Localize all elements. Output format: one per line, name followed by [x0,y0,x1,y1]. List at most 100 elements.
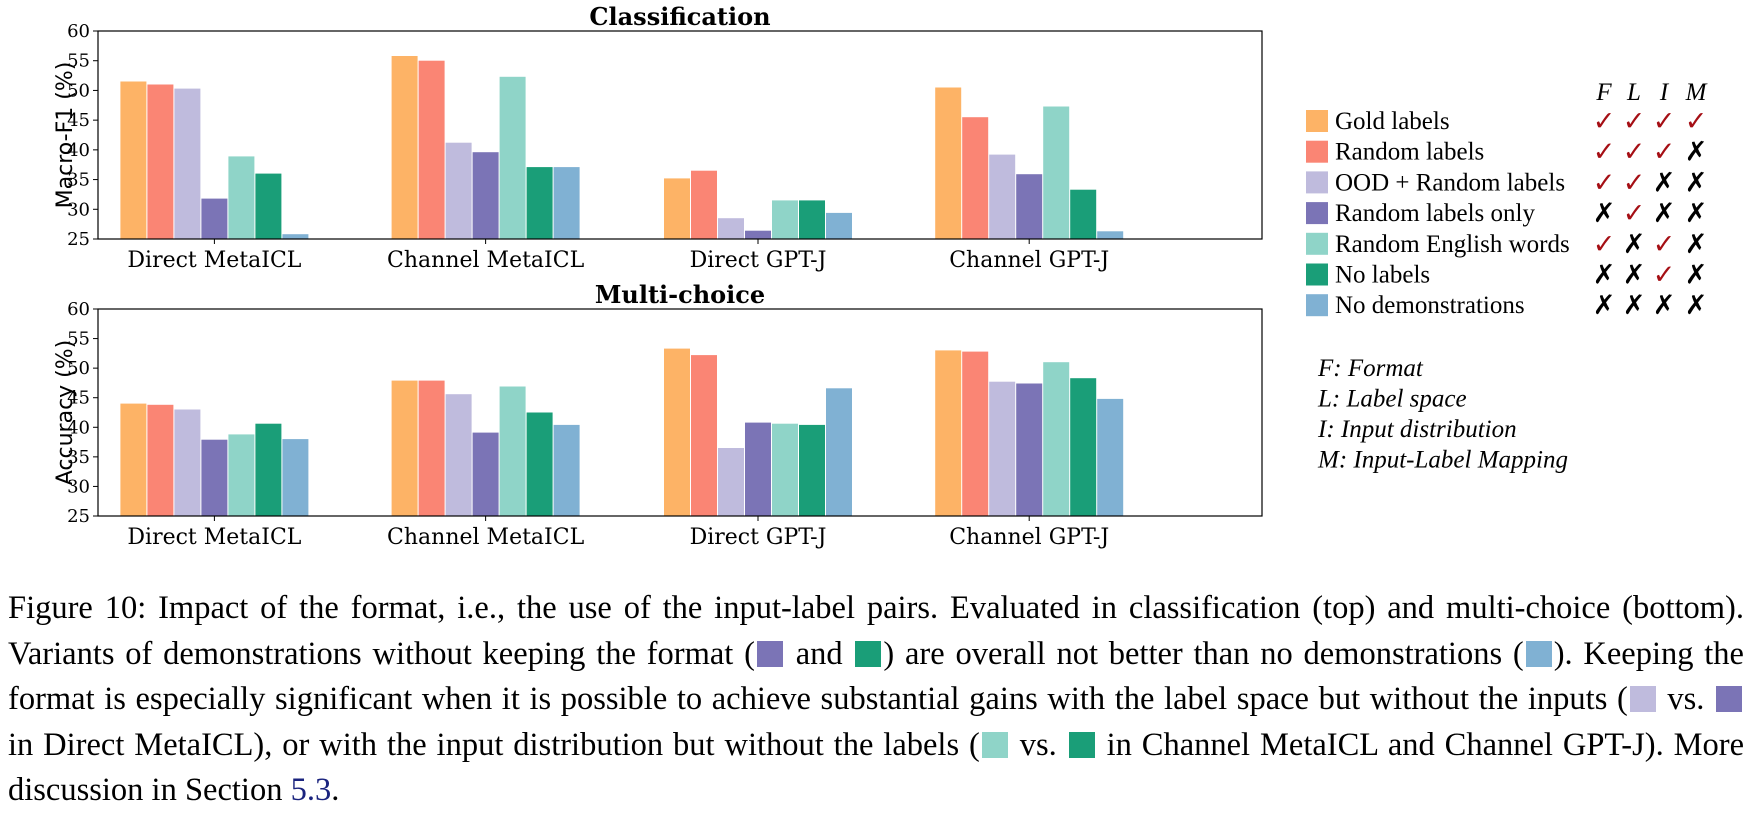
figure: Direct MetaICL Channel MetaICL Direct GPT-… [53,2,1708,550]
check-icon: ✓ [1623,106,1646,137]
y-tick-label: 25 [67,506,90,527]
legend-swatch [1306,140,1328,163]
bar [201,439,228,516]
caption-text-6: in Direct MetaICL), or with the input di… [8,726,980,763]
check-icon: ✓ [1653,229,1676,260]
bar [1097,231,1124,239]
bar [799,424,825,516]
y-tick-label: 25 [67,229,90,250]
y-tick-label: 55 [67,51,90,72]
plot-frame [97,308,1263,517]
y-tick-label: 50 [67,358,90,379]
bar [255,423,282,516]
bar [445,142,472,239]
legend-item: Random English words ✓ ✗ ✓ ✗ [1306,229,1707,260]
swatch-ood-random-labels [1629,686,1656,712]
cross-icon: ✗ [1653,198,1676,229]
bar [1097,398,1124,516]
legend-swatch [1306,110,1328,132]
bar [282,234,309,239]
x-tick-label: Direct MetaICL [127,525,301,550]
bar [472,432,499,516]
bar [745,422,771,516]
legend-swatch [1306,263,1328,286]
legend-item: OOD + Random labels ✓ ✓ ✗ ✗ [1306,167,1707,198]
caption-text-3: ) are overall not better than no demonst… [883,635,1524,672]
section-ref-link[interactable]: 5.3 [290,772,332,808]
caption-text-1: Figure 10: Impact of the format, i.e., t… [8,590,1744,672]
bar [826,388,852,516]
bar [147,404,174,516]
bar [228,434,255,516]
bar [255,173,282,239]
legend-item: Random labels ✓ ✓ ✓ ✗ [1306,137,1707,168]
bar [935,350,962,516]
cross-icon: ✗ [1623,290,1646,321]
caption-text-7: vs. [1009,726,1067,763]
legend-label: OOD + Random labels [1335,169,1565,196]
bar [664,348,690,516]
y-tick-label: 60 [67,299,90,320]
legend-swatch [1306,232,1328,255]
bar [962,117,989,239]
caption-text-2: and [784,635,854,672]
cross-icon: ✗ [1653,167,1676,198]
bar [691,170,717,239]
bar [174,409,201,516]
bar [120,403,147,516]
legend-header-f: F [1595,79,1612,106]
chart-title: Multi-choice [595,280,765,309]
bar [718,448,744,516]
y-tick-label: 35 [67,447,90,468]
bar [391,380,418,516]
bar [499,386,526,516]
legend-label: No labels [1335,262,1430,289]
bar [1043,362,1070,516]
cross-icon: ✗ [1593,290,1616,321]
check-icon: ✓ [1593,229,1616,260]
bar [418,60,445,240]
check-icon: ✓ [1623,167,1646,198]
cross-icon: ✗ [1623,229,1646,260]
legend-definition: L: Label space [1317,386,1467,413]
bar [718,218,744,239]
bar [826,212,852,239]
legend-item: Gold labels ✓ ✓ ✓ ✓ [1306,106,1707,137]
legend-header-i: I [1659,79,1670,106]
y-axis-label: Macro-F1 (%) [53,62,78,209]
check-icon: ✓ [1653,260,1676,291]
y-tick-label: 45 [67,110,90,131]
check-icon: ✓ [1623,198,1646,229]
cross-icon: ✗ [1685,167,1708,198]
legend-definition: M: Input-Label Mapping [1317,447,1568,474]
legend-definition: F: Format [1317,355,1424,382]
y-tick-label: 35 [67,170,90,191]
check-icon: ✓ [1653,137,1676,168]
figure-caption: Figure 10: Impact of the format, i.e., t… [8,586,1744,814]
bar [1016,174,1043,239]
legend-label: Random labels [1335,139,1484,166]
caption-text-4: ). Keeping the format is especially sign… [8,635,1744,718]
check-icon: ✓ [1653,106,1676,137]
legend-swatch [1306,202,1328,225]
bar [989,154,1016,239]
check-icon: ✓ [1593,167,1616,198]
cross-icon: ✗ [1685,260,1708,291]
chart-title: Classification [589,2,770,31]
bar [228,156,255,239]
cross-icon: ✗ [1685,198,1708,229]
legend-swatch [1306,294,1328,317]
bar [147,84,174,239]
bar [445,394,472,516]
swatch-no-demonstrations [1525,640,1552,667]
legend-label: Gold labels [1335,108,1450,135]
bar [499,76,526,239]
bar [745,230,771,239]
y-tick-label: 30 [67,199,90,220]
bar [1070,189,1097,239]
cross-icon: ✗ [1685,137,1708,168]
caption-text-8: in Channel MetaICL and Channel GPT-J). M… [8,726,1744,809]
y-tick-label: 40 [67,417,90,438]
y-tick-label: 55 [67,329,90,350]
bar [201,198,228,239]
